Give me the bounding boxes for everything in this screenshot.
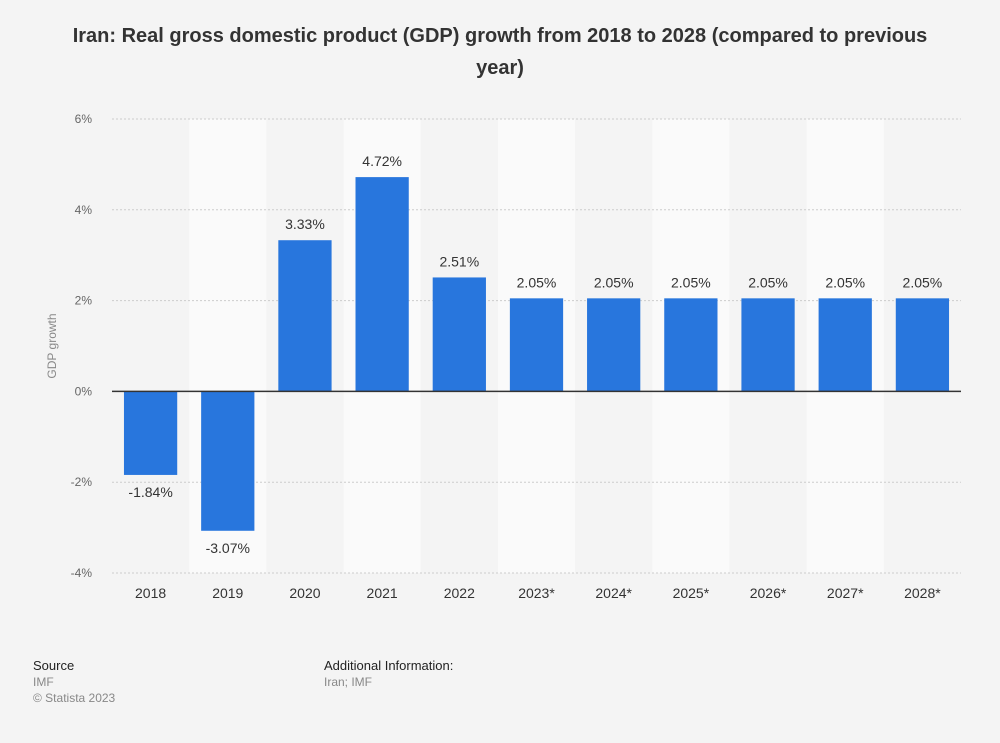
x-tick-label: 2022 <box>444 585 475 601</box>
bar-chart: -4% -2% 0% 2% 4% 6% GDP growth -1.84% -3.07% 3.… <box>45 112 961 601</box>
bar <box>509 298 564 392</box>
y-tick-label: 0% <box>75 384 93 398</box>
value-labels: -1.84% -3.07% 3.33% 4.72% 2.51% 2.05% 2.05% 2.0… <box>128 153 942 556</box>
x-tick-label: 2024* <box>595 585 632 601</box>
value-label: 2.51% <box>439 253 479 269</box>
value-label: 4.72% <box>362 153 402 169</box>
x-tick-label: 2026* <box>750 585 787 601</box>
y-axis-label: GDP growth <box>45 313 59 378</box>
x-tick-label: 2020 <box>289 585 320 601</box>
y-tick-label: 4% <box>75 203 93 217</box>
bar <box>895 298 950 392</box>
source-heading: Source <box>33 658 75 673</box>
x-tick-label: 2028* <box>904 585 941 601</box>
bar <box>278 240 332 392</box>
copyright-line: © Statista 2023 <box>33 691 116 705</box>
value-label: 2.05% <box>825 274 865 290</box>
bar <box>818 298 872 392</box>
chart-title: Iran: Real gross domestic product (GDP) … <box>72 25 928 79</box>
bar <box>432 277 486 392</box>
x-tick-label: 2021 <box>367 585 398 601</box>
y-tick-label: -2% <box>71 475 93 489</box>
bar <box>123 391 178 475</box>
y-tick-label: 6% <box>75 112 93 126</box>
bar <box>741 298 795 392</box>
y-tick-label: -4% <box>71 566 93 580</box>
x-tick-label: 2023* <box>518 585 555 601</box>
x-tick-label: 2018 <box>135 585 166 601</box>
source-block: Source IMF © Statista 2023 <box>33 658 115 706</box>
x-tick-label: 2019 <box>212 585 243 601</box>
value-label: 2.05% <box>594 274 634 290</box>
bar <box>587 298 641 392</box>
source-line: IMF <box>33 675 54 689</box>
x-tick-label: 2027* <box>827 585 864 601</box>
value-label: 2.05% <box>671 274 711 290</box>
value-label: 3.33% <box>285 216 325 232</box>
bars <box>123 177 950 531</box>
bar <box>355 177 409 392</box>
bar <box>201 391 255 531</box>
additional-info-block: Additional Information: Iran; IMF <box>324 658 453 690</box>
value-label: 2.05% <box>748 274 788 290</box>
value-label: -3.07% <box>206 540 250 556</box>
additional-info-heading: Additional Information: <box>324 658 454 673</box>
y-axis-ticks: -4% -2% 0% 2% 4% 6% <box>71 112 93 580</box>
value-label: -1.84% <box>128 484 172 500</box>
value-label: 2.05% <box>517 274 557 290</box>
value-label: 2.05% <box>903 274 943 290</box>
x-tick-label: 2025* <box>673 585 710 601</box>
x-axis-ticks: 2018 2019 2020 2021 2022 2023* 2024* 2025* 2026*… <box>135 585 941 601</box>
bar <box>664 298 718 392</box>
y-tick-label: 2% <box>75 294 93 308</box>
additional-info-line: Iran; IMF <box>324 675 373 689</box>
